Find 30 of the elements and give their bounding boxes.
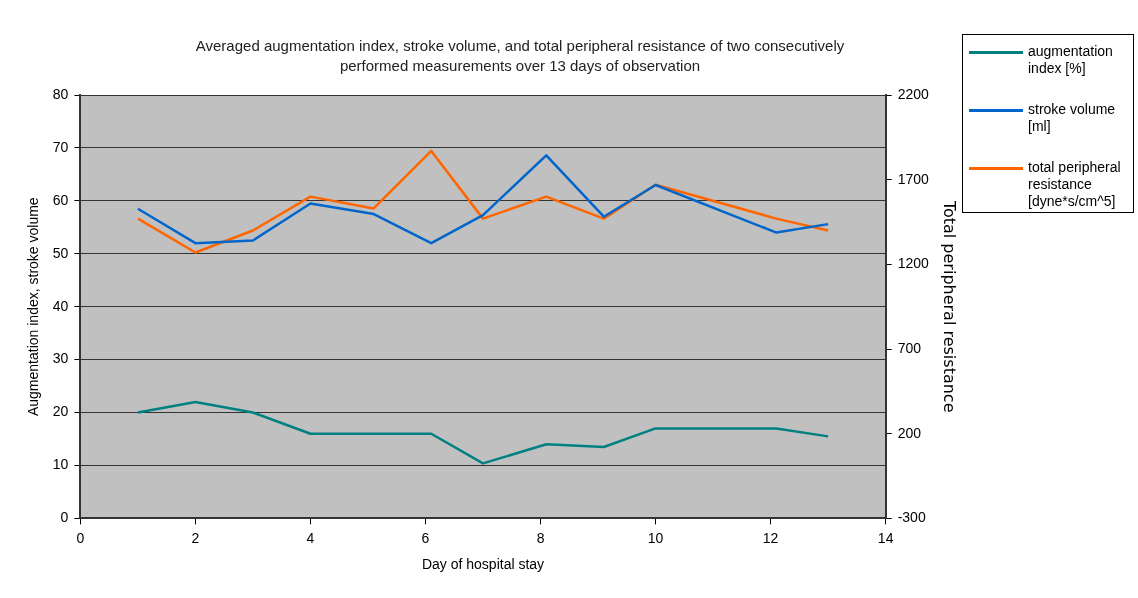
y2-tick-label: 1200 [897, 255, 930, 272]
x-tick-label: 0 [76, 529, 85, 546]
y2-tick-label: 2200 [897, 85, 930, 102]
x-tick-label: 6 [421, 529, 430, 546]
y-axis-title: Augmentation index, stroke volume [25, 197, 42, 417]
legend-label: stroke volume [ml] [1028, 101, 1117, 135]
y-tick-label: 30 [52, 350, 69, 367]
x-tick-label: 8 [536, 529, 545, 546]
x-tick-label: 12 [762, 529, 779, 546]
x-tick-label: 10 [647, 529, 664, 546]
y-tick-label: 0 [60, 509, 69, 526]
y2-axis-title: Total peripheral resistance [940, 199, 960, 413]
y-tick-label: 60 [52, 191, 69, 208]
legend-label: total peripheral resistance [dyne*s/cm^5] [1028, 159, 1122, 210]
y-tick-label: 20 [52, 403, 69, 420]
x-tick-label: 4 [306, 529, 315, 546]
y-tick-label: 10 [52, 456, 69, 473]
y-tick-label: 80 [52, 85, 69, 102]
y2-tick-label: 1700 [897, 170, 930, 187]
chart-title: Averaged augmentation index, stroke volume, and total peripheral resistance of two consecutively performed measurements over 13 days of observation [194, 36, 846, 76]
y-tick-label: 70 [52, 138, 69, 155]
x-tick-label: 2 [191, 529, 200, 546]
y2-tick-label: 700 [897, 339, 922, 356]
x-tick-label: 14 [877, 529, 894, 546]
y-tick-label: 40 [52, 297, 69, 314]
x-axis-title: Day of hospital stay [421, 556, 545, 573]
legend-label: augmentation index [%] [1028, 43, 1114, 77]
y2-tick-label: -300 [897, 509, 926, 526]
y2-tick-label: 200 [897, 424, 922, 441]
y-tick-label: 50 [52, 244, 69, 261]
